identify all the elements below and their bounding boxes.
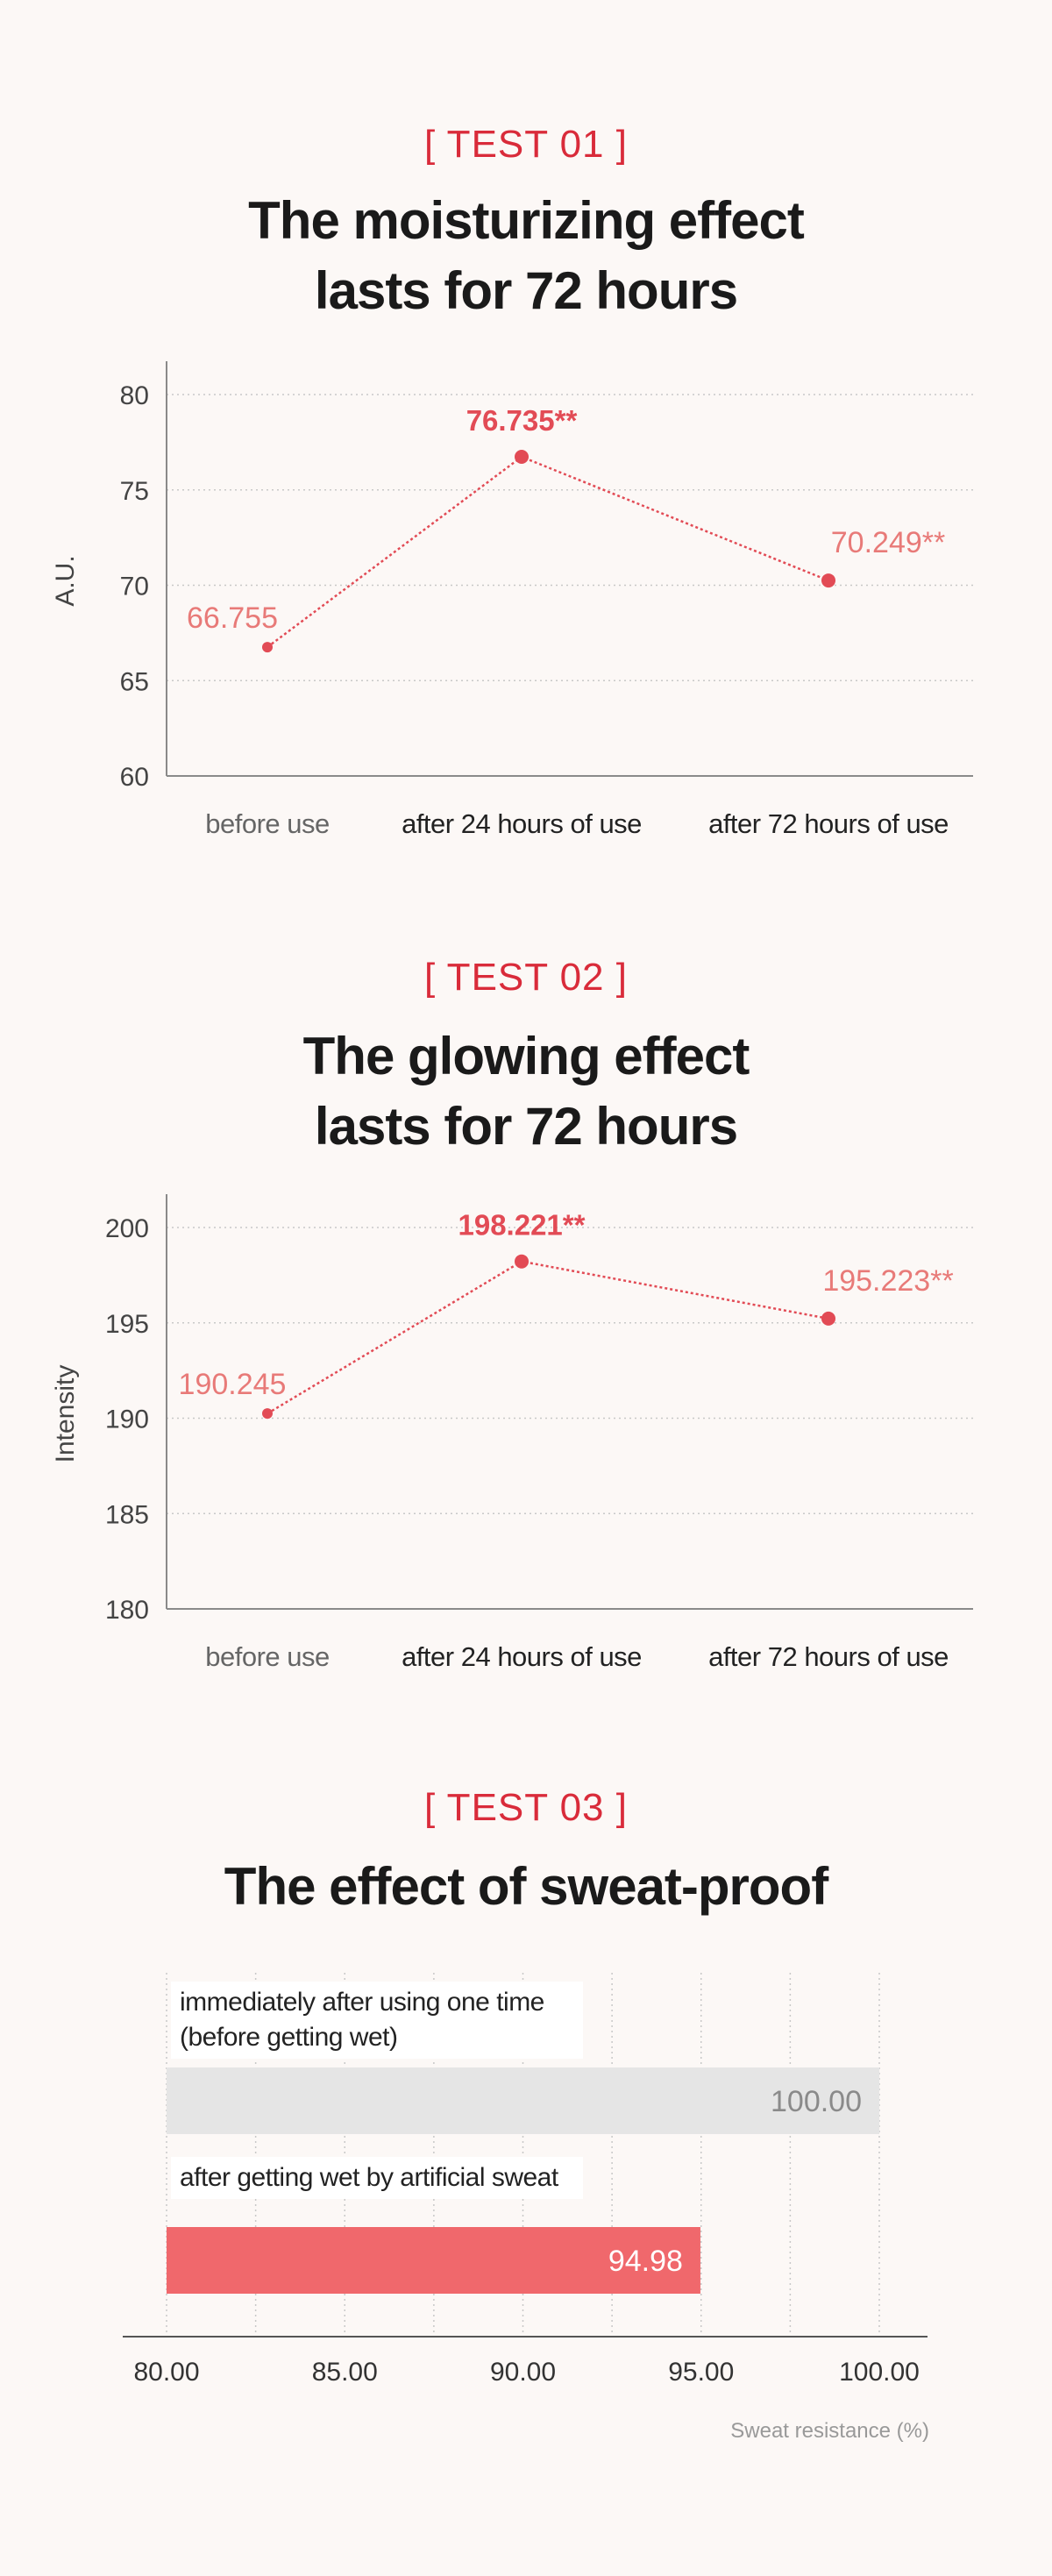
chart1-x-tick-label: before use [205, 808, 330, 839]
chart3-category-label-line: (before getting wet) [180, 2023, 397, 2052]
chart2-data-point [262, 1408, 273, 1420]
chart1-data-label: 76.735** [466, 404, 578, 437]
chart1-data-label: 66.755 [187, 601, 278, 635]
chart3-x-tick-label: 85.00 [312, 2358, 378, 2387]
chart1-y-tick-label: 60 [120, 763, 149, 792]
test-01-tag: [ TEST 01 ] [424, 123, 628, 166]
chart2-y-tick-label: 200 [105, 1214, 149, 1243]
chart2-y-tick-label: 190 [105, 1405, 149, 1434]
chart1-data-point [515, 450, 529, 465]
chart1-data-label: 70.249** [831, 526, 945, 559]
chart2-data-label: 198.221** [458, 1209, 586, 1242]
chart2-y-axis-label: Intensity [51, 1365, 80, 1463]
chart1-x-tick-label: after 72 hours of use [708, 808, 949, 839]
test-02-title-line2: lasts for 72 hours [314, 1097, 738, 1156]
chart2-data-point [821, 1311, 835, 1326]
chart1-y-tick-label: 70 [120, 573, 149, 601]
chart3-category-label-line: after getting wet by artificial sweat [180, 2163, 559, 2192]
moisturizing-line-chart: 60 65 70 75 80 A.U. before use after 24 hours o… [51, 361, 973, 839]
chart1-data-point [262, 642, 273, 653]
chart3-category-label: immediately after using one time (before … [171, 1982, 583, 2059]
chart3-category-label-line: immediately after using one time [180, 1988, 544, 2017]
chart3-bar-value-label: 100.00 [771, 2085, 862, 2118]
chart3-x-tick-label: 95.00 [668, 2358, 734, 2387]
chart2-y-tick-label: 195 [105, 1310, 149, 1339]
chart3-x-tick-label: 90.00 [490, 2358, 556, 2387]
chart1-y-tick-label: 80 [120, 381, 149, 410]
sweat-proof-bar-chart: immediately after using one time (before … [123, 1973, 929, 2443]
chart3-category-label: after getting wet by artificial sweat [171, 2157, 583, 2199]
chart2-data-point [515, 1254, 529, 1269]
chart1-x-tick-label: after 24 hours of use [402, 808, 642, 839]
chart3-category-label-bg [171, 2157, 583, 2199]
test-01-title-line1: The moisturizing effect [248, 191, 805, 250]
chart3-bar [167, 2227, 700, 2294]
chart2-data-label: 190.245 [179, 1368, 287, 1401]
chart1-y-axis-label: A.U. [51, 555, 80, 606]
chart3-category-label-bg [171, 1982, 583, 2059]
glowing-line-chart: 180 185 190 195 200 Intensity before use after … [51, 1194, 973, 1672]
chart1-y-tick-label: 75 [120, 477, 149, 506]
test-02-tag: [ TEST 02 ] [424, 956, 628, 999]
test-02-title-line1: The glowing effect [302, 1027, 750, 1085]
chart2-x-tick-label: after 72 hours of use [708, 1641, 949, 1672]
test-03-tag: [ TEST 03 ] [424, 1786, 628, 1829]
chart3-x-axis-label: Sweat resistance (%) [730, 2419, 929, 2443]
chart2-series-line [267, 1260, 829, 1415]
chart3-x-tick-label: 80.00 [133, 2358, 199, 2387]
chart3-bar [167, 2067, 879, 2134]
chart3-x-tick-label: 100.00 [839, 2358, 920, 2387]
chart2-y-tick-label: 180 [105, 1596, 149, 1625]
chart2-x-tick-label: after 24 hours of use [402, 1641, 642, 1672]
chart1-y-tick-label: 65 [120, 667, 149, 696]
chart2-x-tick-label: before use [205, 1641, 330, 1672]
test-03-title: The effect of sweat-proof [224, 1857, 828, 1916]
test-01-title-line2: lasts for 72 hours [314, 261, 738, 320]
chart1-data-point [821, 573, 835, 588]
chart1-series-line [267, 455, 829, 649]
chart3-bar-value-label: 94.98 [608, 2245, 683, 2278]
chart2-y-tick-label: 185 [105, 1500, 149, 1529]
chart2-data-label: 195.223** [822, 1264, 953, 1298]
